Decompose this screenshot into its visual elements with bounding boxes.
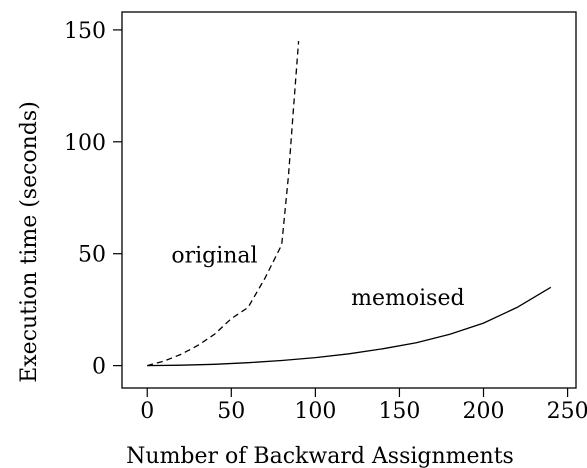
y-axis-label: Execution time (seconds) <box>17 101 42 383</box>
series-line-memoised <box>147 286 552 367</box>
x-tick-label: 50 <box>217 399 245 424</box>
x-tick-label: 250 <box>547 399 587 424</box>
x-axis: 0 50 100 150 200 250 <box>140 388 587 424</box>
series-line-original <box>147 41 300 367</box>
x-tick-label: 150 <box>378 399 420 424</box>
y-tick-label: 0 <box>92 355 106 380</box>
y-tick-label: 50 <box>78 243 106 268</box>
x-tick-label: 200 <box>463 399 505 424</box>
y-axis: 0 50 100 150 <box>64 19 122 380</box>
x-tick-label: 100 <box>294 399 336 424</box>
series-layer <box>147 41 552 367</box>
annotation-memoised: memoised <box>351 286 464 311</box>
y-tick-label: 150 <box>64 19 106 44</box>
x-axis-label: Number of Backward Assignments <box>126 444 514 468</box>
annotation-original: original <box>171 244 257 269</box>
x-tick-label: 0 <box>140 399 154 424</box>
y-tick-label: 100 <box>64 131 106 156</box>
annotation-layer: original memoised <box>171 244 464 312</box>
plot-frame <box>121 11 577 389</box>
